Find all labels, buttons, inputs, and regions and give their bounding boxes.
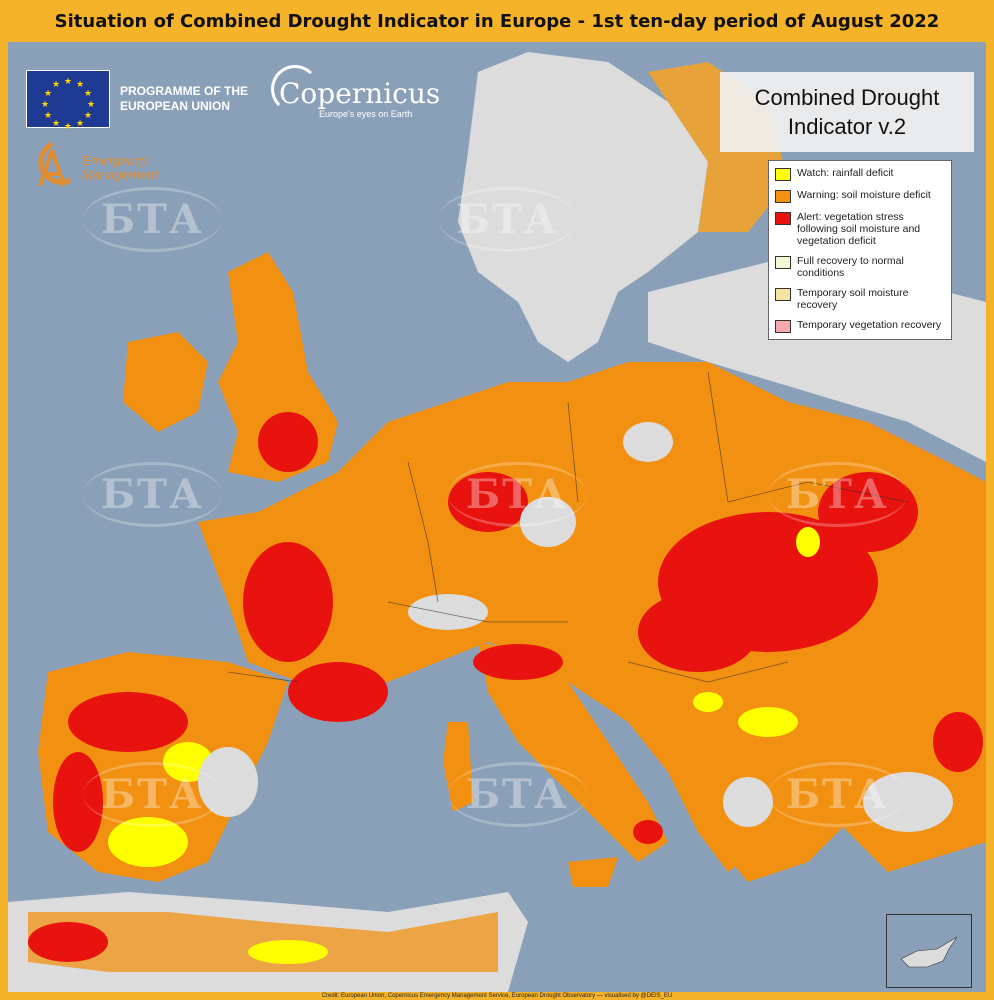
copernicus-tagline: Europe's eyes on Earth: [319, 109, 413, 119]
legend-label: Watch: rainfall deficit: [797, 167, 894, 179]
emergency-management-logo: Emergency Management: [30, 140, 158, 196]
nodata-norway: [478, 62, 538, 182]
indicator-title-line-2: Indicator v.2: [787, 114, 907, 139]
ireland-landmass: [123, 332, 208, 432]
watch-serbia: [693, 692, 723, 712]
watch-bulgaria: [738, 707, 798, 737]
north-africa-warning: [28, 912, 498, 972]
indicator-title-line-1: Combined Drought: [754, 85, 940, 110]
bta-watermark: БТА: [83, 187, 222, 252]
alert-italy-south: [633, 820, 663, 844]
page-title: Situation of Combined Drought Indicator …: [54, 10, 940, 32]
alert-hungary: [638, 592, 758, 672]
alert-iberia-north: [68, 692, 188, 752]
copernicus-logo: Copernicus Europe's eyes on Earth: [271, 65, 440, 119]
balkans-landmass: [648, 692, 798, 872]
map-area: ★ ★ ★ ★ ★ ★ ★ ★ ★ ★ ★ ★ PROGRAMME OF THE…: [8, 42, 986, 992]
nodata-alps: [408, 594, 488, 630]
map-legend: Watch: rainfall deficit Warning: soil mo…: [768, 160, 952, 340]
programme-line-2: EUROPEAN UNION: [120, 99, 231, 113]
alert-po-valley: [473, 644, 563, 680]
legend-label: Alert: vegetation stress following soil …: [797, 211, 921, 247]
legend-swatch: [775, 320, 791, 333]
legend-swatch: [775, 212, 791, 225]
credit-line: Credit: European Union, Copernicus Emerg…: [321, 993, 673, 999]
legend-item-alert: Alert: vegetation stress following soil …: [775, 211, 945, 247]
alert-iberia-west: [53, 752, 103, 852]
title-bar: Situation of Combined Drought Indicator …: [0, 0, 994, 42]
alert-france-west: [243, 542, 333, 662]
border-poland-east: [707, 371, 729, 503]
border-france-germany: [407, 461, 439, 603]
bta-watermark: БТА: [83, 462, 222, 527]
programme-line-1: PROGRAMME OF THE: [120, 84, 248, 98]
bta-watermark: БТА: [438, 187, 577, 252]
cyprus-island: [900, 936, 958, 968]
bta-watermark: БТА: [83, 762, 222, 827]
legend-item-soil-recovery: Temporary soil moisture recovery: [775, 287, 945, 311]
italy-landmass: [478, 642, 668, 862]
alert-france-south: [288, 662, 388, 722]
alert-areas: [28, 412, 983, 962]
border-pyrenees: [227, 671, 299, 683]
legend-item-vegetation-recovery: Temporary vegetation recovery: [775, 319, 945, 333]
legend-swatch: [775, 190, 791, 203]
programme-text: PROGRAMME OF THE EUROPEAN UNION: [120, 84, 265, 114]
logo-strip: ★ ★ ★ ★ ★ ★ ★ ★ ★ ★ ★ ★ PROGRAMME OF THE…: [26, 65, 440, 131]
emergency-management-icon: [38, 141, 72, 187]
legend-item-watch: Watch: rainfall deficit: [775, 167, 945, 181]
legend-label: Full recovery to normal conditions: [797, 255, 904, 279]
copernicus-arc-icon: [271, 65, 319, 113]
nodata-poland-south: [623, 422, 673, 462]
legend-swatch: [775, 288, 791, 301]
legend-item-full-recovery: Full recovery to normal conditions: [775, 255, 945, 279]
emergency-management-text: Emergency Management: [82, 154, 158, 182]
nodata-greece: [723, 777, 773, 827]
watch-iberia-south: [108, 817, 188, 867]
legend-swatch: [775, 256, 791, 269]
cyprus-inset: [886, 914, 972, 988]
cyprus-map: [900, 936, 958, 968]
bta-watermark: БТА: [768, 462, 907, 527]
bta-watermark: БТА: [448, 762, 587, 827]
eu-flag-icon: ★ ★ ★ ★ ★ ★ ★ ★ ★ ★ ★ ★: [26, 70, 110, 131]
legend-label: Temporary soil moisture recovery: [797, 287, 909, 311]
em-line-2: Management: [82, 167, 158, 182]
watch-africa: [248, 940, 328, 964]
alert-turkey: [933, 712, 983, 772]
sicily-landmass: [568, 857, 618, 887]
bta-watermark: БТА: [768, 762, 907, 827]
alert-africa: [28, 922, 108, 962]
indicator-title-box: Combined Drought Indicator v.2: [720, 72, 974, 152]
legend-item-warning: Warning: soil moisture deficit: [775, 189, 945, 203]
em-line-1: Emergency: [82, 153, 148, 168]
watch-moldova: [796, 527, 820, 557]
border-alps: [387, 601, 568, 623]
legend-label: Temporary vegetation recovery: [797, 319, 942, 331]
alert-britain: [258, 412, 318, 472]
legend-swatch: [775, 168, 791, 181]
legend-label: Warning: soil moisture deficit: [797, 189, 931, 201]
border-balkans: [627, 661, 789, 683]
bta-watermark: БТА: [448, 462, 587, 527]
